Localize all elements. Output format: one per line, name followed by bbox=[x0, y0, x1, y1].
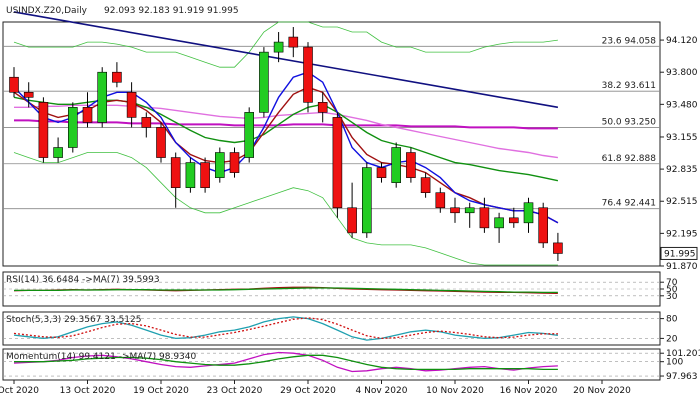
candle-body bbox=[317, 102, 328, 113]
candle-body bbox=[391, 147, 402, 183]
candle-body bbox=[273, 41, 284, 53]
price-pane[interactable]: 94.120 93.800 93.480 93.155 92.835 92.515 92.1… bbox=[2, 11, 698, 272]
candle-body bbox=[185, 162, 196, 188]
ohlc-label: 92.093 92.183 91.919 91.995 bbox=[104, 6, 239, 16]
y-tick-label: 93.480 bbox=[666, 100, 698, 110]
fibonacci-label: 50.0 93.250 bbox=[602, 117, 657, 127]
candle-body bbox=[259, 51, 269, 113]
candle-body bbox=[420, 177, 431, 193]
candle-body bbox=[288, 36, 299, 48]
candle-body bbox=[215, 152, 225, 178]
candle-body bbox=[553, 242, 563, 254]
candle-body bbox=[38, 102, 49, 158]
y-tick-label: 70 bbox=[666, 278, 678, 288]
candle-body bbox=[229, 152, 240, 173]
candle-body bbox=[523, 202, 534, 224]
fibonacci-label: 76.4 92.441 bbox=[602, 199, 656, 209]
candle-body bbox=[9, 76, 19, 93]
y-tick-label: 80 bbox=[666, 315, 678, 325]
stoch-title: Stoch(5,3,3) 29.3567 33.5125 bbox=[6, 315, 141, 325]
candle-body bbox=[156, 127, 166, 158]
candle-body bbox=[97, 71, 107, 123]
candle-body bbox=[53, 147, 63, 158]
y-tick-label: 92.195 bbox=[666, 229, 698, 239]
candle-body bbox=[244, 112, 254, 158]
stoch-d-line bbox=[13, 317, 558, 340]
candle-body bbox=[538, 207, 549, 244]
candle-body bbox=[141, 117, 152, 128]
mom-line bbox=[13, 351, 558, 373]
fibonacci-label: 23.6 94.058 bbox=[602, 36, 657, 46]
y-tick-label: 92.515 bbox=[666, 197, 698, 207]
bollinger-upper bbox=[13, 21, 558, 68]
momentum-title: Momentum(14) 99.4121 ->MA(7) 98.9340 bbox=[6, 352, 197, 362]
candle-body bbox=[464, 207, 475, 214]
momentum-pane[interactable]: 101.2015100 97.963 Momentum(14) 99.4121 ->… bbox=[2, 348, 700, 382]
x-tick-label: 19 Oct 2020 bbox=[133, 386, 189, 396]
y-tick-label: 50 bbox=[666, 285, 678, 295]
candle-body bbox=[494, 217, 504, 229]
x-tick-label: 16 Nov 2020 bbox=[500, 386, 558, 396]
x-axis: 7 Oct 2020 13 Oct 2020 19 Oct 2020 23 Oct 2… bbox=[0, 380, 631, 396]
y-tick-label: 94.120 bbox=[666, 36, 698, 46]
y-tick-label: 93.155 bbox=[666, 133, 698, 143]
y-tick-label: 93.800 bbox=[666, 68, 698, 78]
fibonacci-label: 38.2 93.611 bbox=[602, 81, 656, 91]
candle-body bbox=[347, 207, 357, 234]
candle-body bbox=[332, 117, 343, 209]
candle-body bbox=[200, 162, 210, 188]
candle-body bbox=[112, 71, 122, 83]
pane-frame bbox=[2, 348, 661, 381]
current-price-label: 91.995 bbox=[664, 249, 696, 259]
y-tick-label: 97.963 bbox=[666, 372, 698, 382]
mom-ma-line bbox=[14, 354, 558, 371]
candle-body bbox=[435, 192, 446, 209]
candle-body bbox=[170, 157, 181, 188]
fibonacci-label: 61.8 92.888 bbox=[602, 154, 657, 164]
candle-body bbox=[479, 207, 490, 229]
candle-body bbox=[361, 167, 372, 234]
candle-body bbox=[303, 46, 313, 103]
candle-body bbox=[126, 91, 137, 118]
candle-body bbox=[23, 91, 34, 98]
trendline bbox=[13, 11, 559, 109]
x-tick-label: 23 Oct 2020 bbox=[207, 386, 263, 396]
x-tick-label: 4 Nov 2020 bbox=[356, 386, 408, 396]
stochastic-pane[interactable]: 80 20 Stoch(5,3,3) 29.3567 33.5125 bbox=[2, 311, 678, 346]
symbol-label: USINDX.Z20,Daily bbox=[6, 6, 88, 16]
x-tick-label: 20 Nov 2020 bbox=[573, 386, 631, 396]
y-tick-label: 92.835 bbox=[666, 165, 698, 175]
candle-body bbox=[376, 167, 387, 178]
candle-body bbox=[406, 152, 416, 178]
pane-frame bbox=[2, 311, 661, 346]
candle-body bbox=[450, 207, 460, 214]
current-price-box bbox=[660, 246, 698, 260]
x-tick-label: 7 Oct 2020 bbox=[0, 386, 39, 396]
pane-frame bbox=[2, 21, 661, 267]
candle-body bbox=[68, 107, 78, 148]
x-tick-label: 29 Oct 2020 bbox=[280, 386, 336, 396]
rsi-ma-line bbox=[14, 287, 558, 294]
x-tick-label: 13 Oct 2020 bbox=[60, 386, 116, 396]
bollinger-lower bbox=[13, 152, 558, 266]
y-tick-label: 30 bbox=[666, 292, 678, 302]
x-tick-label: 10 Nov 2020 bbox=[426, 386, 484, 396]
y-tick-label: 101.2015 bbox=[666, 349, 700, 359]
rsi-title: RSI(14) 36.6484 ->MA(7) 39.5993 bbox=[6, 275, 160, 285]
y-tick-label: 20 bbox=[666, 334, 678, 344]
candle-body bbox=[82, 107, 93, 123]
y-tick-label: 100 bbox=[666, 358, 683, 368]
stoch-k-line bbox=[13, 316, 558, 341]
y-tick-label: 91.870 bbox=[666, 262, 698, 272]
candle-body bbox=[508, 217, 519, 224]
